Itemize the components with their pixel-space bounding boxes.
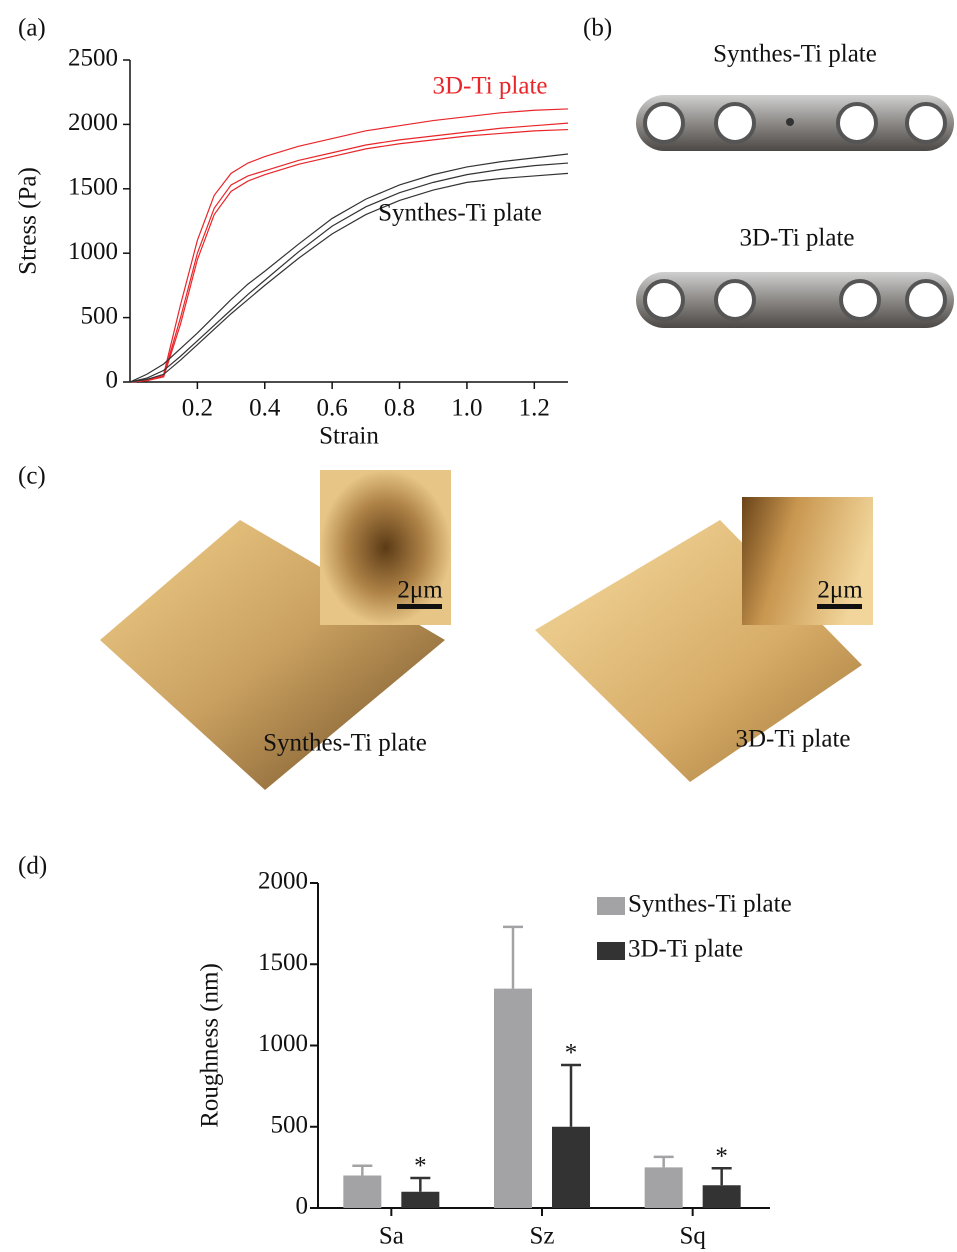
legend-label: Synthes-Ti plate [628, 891, 792, 918]
scale-bar [397, 604, 442, 609]
x-tick-label: Sq [679, 1223, 706, 1250]
bar [494, 989, 532, 1208]
legend-swatch [597, 942, 625, 960]
y-tick-label: 500 [271, 1111, 309, 1138]
line [130, 163, 568, 382]
photo-label: Synthes-Ti plate [713, 41, 877, 68]
panel-label: (a) [18, 15, 46, 42]
3d-plate-photo [636, 272, 954, 328]
x-tick-label: 0.8 [384, 395, 415, 422]
y-tick-label: 2000 [258, 868, 308, 895]
scale-bar-label: 2μm [397, 577, 443, 604]
error-bar [561, 1065, 581, 1127]
error-bar [352, 1166, 372, 1176]
y-tick-label: 1500 [68, 174, 118, 201]
bar [401, 1192, 439, 1208]
x-axis-label: Strain [319, 423, 379, 450]
figure: (a) (b) (c) (d) Synthes-Ti plate 3D-Ti p… [0, 0, 957, 1252]
y-tick-label: 2000 [68, 109, 118, 136]
significance-mark: * [414, 1153, 427, 1180]
panel-label: (c) [18, 463, 46, 490]
significance-mark: * [565, 1040, 578, 1067]
y-tick-label: 2500 [68, 45, 118, 72]
x-tick-label: 1.0 [451, 395, 482, 422]
error-bar [654, 1157, 674, 1168]
x-tick-label: 0.4 [249, 395, 281, 422]
panel-label: (d) [18, 853, 47, 880]
y-tick-label: 1500 [258, 949, 308, 976]
y-axis-label: Stress (Pa) [15, 167, 42, 275]
error-bar [503, 927, 523, 989]
x-tick-label: Sa [379, 1223, 404, 1250]
legend-label: 3D-Ti plate [628, 936, 743, 963]
annotation: Synthes-Ti plate [378, 200, 542, 227]
photo-label: 3D-Ti plate [739, 225, 854, 252]
bar [703, 1185, 741, 1208]
scale-bar-label: 2μm [817, 577, 863, 604]
x-tick-label: Sz [530, 1223, 555, 1250]
bar [343, 1176, 381, 1209]
afm-label: Synthes-Ti plate [263, 730, 427, 757]
line [130, 130, 568, 382]
y-tick-label: 0 [296, 1193, 309, 1220]
afm-label: 3D-Ti plate [735, 726, 850, 753]
x-tick-label: 0.2 [182, 395, 213, 422]
y-tick-label: 1000 [68, 238, 118, 265]
bar [552, 1127, 590, 1208]
x-tick-label: 1.2 [519, 395, 550, 422]
y-tick-label: 1000 [258, 1030, 308, 1057]
x-tick-label: 0.6 [317, 395, 348, 422]
line [130, 109, 568, 382]
annotation: 3D-Ti plate [432, 73, 547, 100]
error-bar [712, 1168, 732, 1185]
y-tick-label: 500 [81, 302, 119, 329]
panel-label: (b) [583, 15, 612, 42]
y-axis-label: Roughness (nm) [197, 963, 224, 1128]
y-tick-label: 0 [106, 367, 119, 394]
legend-swatch [597, 897, 625, 915]
bar [645, 1167, 683, 1208]
significance-mark: * [715, 1143, 728, 1170]
error-bar [410, 1178, 430, 1192]
scale-bar [817, 604, 862, 609]
synthes-plate-photo [636, 95, 954, 151]
